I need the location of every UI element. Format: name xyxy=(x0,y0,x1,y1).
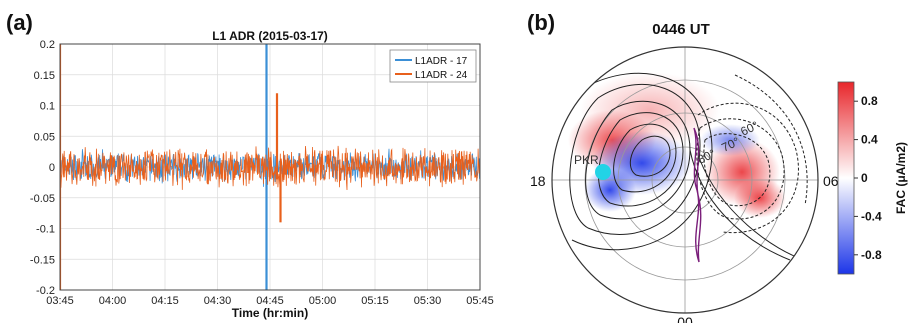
x-tick-label: 04:45 xyxy=(256,295,284,307)
latitude-circles xyxy=(552,47,818,313)
mlt-label-06: 06 xyxy=(823,173,839,189)
station-track xyxy=(693,127,702,263)
colorbar-tick-label: -0.4 xyxy=(861,209,882,223)
y-tick-label: -0.05 xyxy=(30,193,55,205)
pkr-station-label: PKR xyxy=(574,153,599,167)
x-tick-label: 05:00 xyxy=(309,295,337,307)
colorbar-gradient xyxy=(837,81,855,275)
panel-a-x-axis-label: Time (hr:min) xyxy=(232,306,308,320)
panel-b-label: (b) xyxy=(527,10,555,35)
panel-a-y-ticks: 0.2 0.15 0.1 0.05 0 -0.05 -0.1 -0.15 -0.2 xyxy=(30,39,55,297)
x-tick-label: 05:45 xyxy=(466,295,494,307)
y-tick-label: -0.15 xyxy=(30,254,55,266)
x-tick-label: 04:30 xyxy=(204,295,232,307)
mlt-label-18: 18 xyxy=(530,173,546,189)
legend-label-l1adr-17: L1ADR - 17 xyxy=(415,56,468,67)
panel-a-plot-frame xyxy=(59,43,481,291)
x-tick-label: 05:15 xyxy=(361,295,389,307)
colorbar-tick-label: 0 xyxy=(861,171,868,185)
y-tick-label: 0.2 xyxy=(40,39,55,51)
potential-contours-dashed xyxy=(696,74,808,234)
series-noise-2 xyxy=(60,145,480,191)
legend-label-l1adr-24: L1ADR - 24 xyxy=(415,70,468,81)
panel-a-title: L1 ADR (2015-03-17) xyxy=(212,29,328,43)
x-tick-label: 05:30 xyxy=(414,295,442,307)
colorbar-tick-label: 0.8 xyxy=(861,94,878,108)
panel-a-label: (a) xyxy=(6,10,33,35)
x-tick-label: 04:15 xyxy=(151,295,179,307)
y-tick-label: 0 xyxy=(49,162,55,174)
panel-b-title: 0446 UT xyxy=(652,21,710,38)
y-tick-label: 0.05 xyxy=(34,131,55,143)
y-tick-label: 0.1 xyxy=(40,101,55,113)
polar-disc-rim xyxy=(551,46,819,314)
panel-a-legend: L1ADR - 17 L1ADR - 24 xyxy=(389,49,477,83)
fac-heatmap xyxy=(568,72,786,218)
colorbar-label: FAC (μA/m2) xyxy=(894,142,908,214)
polar-map: PKR 60° 70° 80° 18 06 00 xyxy=(530,46,839,323)
x-tick-label: 04:00 xyxy=(99,295,127,307)
x-tick-label: 03:45 xyxy=(46,295,74,307)
panel-a-x-ticks: 03:45 04:00 04:15 04:30 04:45 05:00 05:15 05:30… xyxy=(46,295,494,307)
mlt-label-00: 00 xyxy=(677,314,693,323)
colorbar-tick-label: -0.8 xyxy=(861,248,882,262)
colorbar-tick-label: 0.4 xyxy=(861,133,878,147)
colorbar: 0.8 0.4 0 -0.4 -0.8 FAC (μA/m2) xyxy=(837,81,908,275)
panel-a-series xyxy=(60,44,480,290)
y-tick-label: -0.1 xyxy=(36,224,55,236)
pkr-station-marker xyxy=(595,164,611,180)
y-tick-label: 0.15 xyxy=(34,70,55,82)
y-tick-label: -0.2 xyxy=(36,285,55,297)
colorbar-ticks: 0.8 0.4 0 -0.4 -0.8 xyxy=(854,94,882,262)
